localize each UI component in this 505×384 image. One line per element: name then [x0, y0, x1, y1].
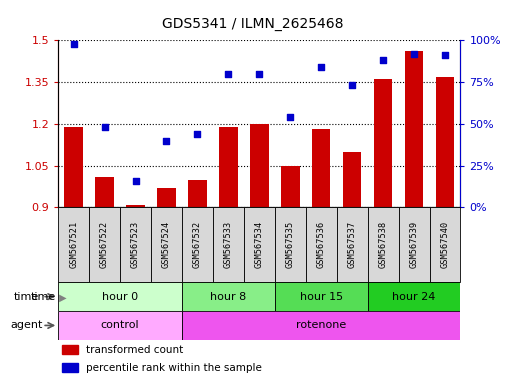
Text: GSM567521: GSM567521	[69, 221, 78, 268]
Bar	[62, 346, 78, 354]
Text: rotenone: rotenone	[295, 320, 345, 331]
Text: GSM567539: GSM567539	[409, 221, 418, 268]
Bar	[367, 282, 460, 311]
Text: hour 0: hour 0	[102, 291, 138, 302]
Text: transformed count: transformed count	[86, 345, 183, 355]
Point	[440, 52, 448, 58]
Bar	[182, 311, 460, 340]
Text: ▶: ▶	[56, 292, 66, 303]
Text: hour 15: hour 15	[299, 291, 342, 302]
Point	[378, 57, 386, 63]
Point	[162, 137, 170, 144]
Point	[409, 51, 417, 57]
Text: agent: agent	[10, 320, 42, 331]
Bar	[188, 180, 207, 207]
Bar	[89, 207, 120, 282]
Point	[255, 71, 263, 77]
Bar	[336, 207, 367, 282]
Point	[317, 64, 325, 70]
Text: GSM567538: GSM567538	[378, 221, 387, 268]
Text: GSM567535: GSM567535	[285, 221, 294, 268]
Bar	[58, 311, 182, 340]
Bar	[373, 79, 391, 207]
Bar	[398, 207, 429, 282]
Bar	[435, 76, 453, 207]
Bar	[58, 207, 89, 282]
Text: GSM567523: GSM567523	[131, 221, 140, 268]
Bar	[305, 207, 336, 282]
Bar	[62, 363, 78, 372]
Bar	[126, 205, 144, 207]
Point	[347, 82, 356, 88]
Bar	[150, 207, 182, 282]
Text: percentile rank within the sample: percentile rank within the sample	[86, 362, 262, 372]
Bar	[274, 282, 367, 311]
Bar	[311, 129, 330, 207]
Bar	[342, 152, 361, 207]
Text: control: control	[100, 320, 139, 331]
Bar	[243, 207, 274, 282]
Text: time: time	[14, 291, 39, 302]
Bar	[249, 124, 268, 207]
Text: GDS5341 / ILMN_2625468: GDS5341 / ILMN_2625468	[162, 17, 343, 31]
Bar	[120, 207, 150, 282]
Bar	[182, 207, 213, 282]
Point	[70, 41, 78, 47]
Text: hour 8: hour 8	[210, 291, 246, 302]
Text: GSM567522: GSM567522	[100, 221, 109, 268]
Bar	[95, 177, 114, 207]
Text: GSM567537: GSM567537	[347, 221, 356, 268]
Text: GSM567533: GSM567533	[223, 221, 232, 268]
Bar	[182, 282, 274, 311]
Text: GSM567532: GSM567532	[192, 221, 201, 268]
Bar	[213, 207, 243, 282]
Bar	[367, 207, 398, 282]
Bar	[64, 127, 83, 207]
Bar	[274, 207, 305, 282]
Text: GSM567524: GSM567524	[162, 221, 171, 268]
Bar	[280, 166, 299, 207]
Bar	[58, 282, 182, 311]
Point	[193, 131, 201, 137]
Bar	[219, 127, 237, 207]
Text: GSM567534: GSM567534	[255, 221, 263, 268]
Text: hour 24: hour 24	[391, 291, 435, 302]
Bar	[404, 51, 423, 207]
Text: GSM567540: GSM567540	[440, 221, 448, 268]
Point	[131, 177, 139, 184]
Text: GSM567536: GSM567536	[316, 221, 325, 268]
Bar	[429, 207, 460, 282]
Point	[224, 71, 232, 77]
Point	[100, 124, 109, 130]
Bar	[157, 188, 175, 207]
Text: time: time	[30, 291, 56, 302]
Point	[286, 114, 294, 120]
